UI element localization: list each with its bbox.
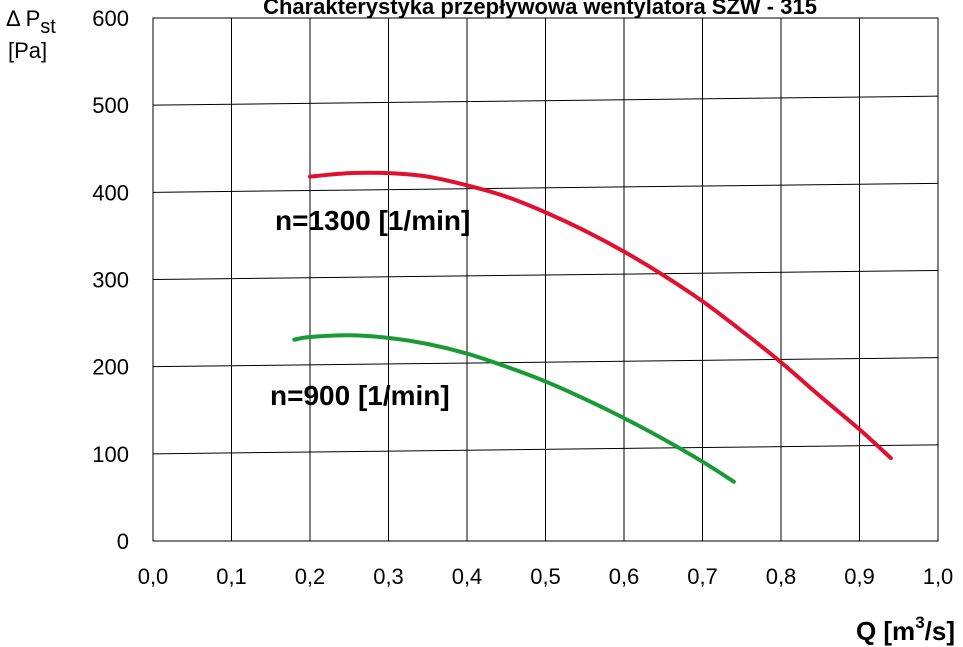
- chart-title: Charakterystyka przepływowa wentylatora …: [263, 0, 817, 19]
- x-tick-label: 0,2: [295, 564, 326, 589]
- grid-line-horizontal: [152, 95, 939, 106]
- x-tick-label: 1,0: [923, 564, 954, 589]
- grid-line-horizontal: [152, 270, 939, 280]
- y-axis-label: Δ Pst: [6, 6, 56, 38]
- series-line-900: [292, 333, 736, 484]
- tick-labels: 0,0 0,1 0,2 0,3 0,4 0,5 0,6 0,7 0,8 0,9 1,0 0 100 200…: [92, 6, 953, 589]
- x-tick-label: 0,4: [452, 564, 483, 589]
- y-axis-unit: [Pa]: [8, 38, 47, 63]
- y-tick-label: 400: [92, 180, 129, 205]
- x-tick-label: 0,0: [138, 564, 169, 589]
- y-tick-label: 500: [92, 93, 129, 118]
- plot-frame: [152, 17, 939, 542]
- x-axis-label: Q [m3/s]: [856, 613, 955, 646]
- x-axis-superscript: 3: [915, 613, 924, 632]
- y-tick-label: 200: [92, 355, 129, 380]
- x-axis-tail: /s]: [925, 616, 955, 646]
- x-tick-label: 0,9: [844, 564, 875, 589]
- series-label-1300: n=1300 [1/min]: [275, 205, 470, 236]
- x-tick-label: 0,1: [216, 564, 247, 589]
- x-tick-label: 0,3: [373, 564, 404, 589]
- grid-line-horizontal: [152, 357, 939, 368]
- series-label-900: n=900 [1/min]: [270, 380, 450, 411]
- x-tick-label: 0,5: [530, 564, 561, 589]
- y-tick-label: 100: [92, 442, 129, 467]
- grid-line-horizontal: [152, 444, 939, 455]
- x-tick-label: 0,7: [687, 564, 718, 589]
- y-tick-label: 300: [92, 268, 129, 293]
- y-tick-label: 0: [117, 529, 129, 554]
- x-tick-label: 0,8: [766, 564, 797, 589]
- y-axis-symbol: Δ P: [6, 6, 40, 31]
- x-axis-main: Q [m: [856, 616, 915, 646]
- series-line-1300: [308, 170, 893, 461]
- x-tick-label: 0,6: [609, 564, 640, 589]
- grid-line-horizontal: [152, 182, 939, 193]
- y-tick-label: 600: [92, 6, 129, 31]
- series-layer: [292, 170, 893, 484]
- y-axis-subscript: st: [40, 16, 56, 38]
